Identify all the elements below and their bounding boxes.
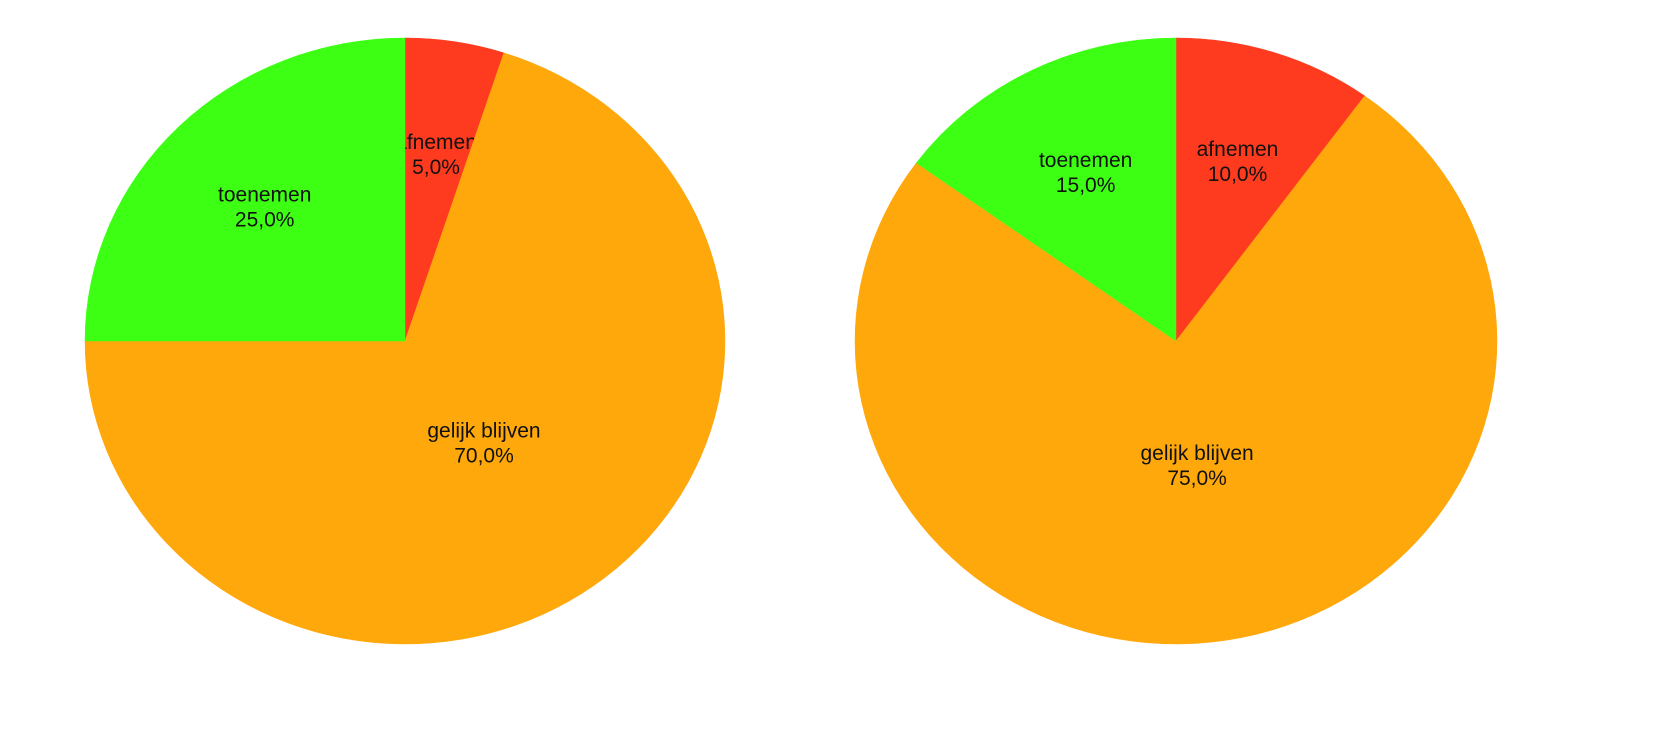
slice-value-label: 25,0% (235, 209, 295, 232)
slice-value-label: 75,0% (1167, 467, 1227, 490)
pie-slice (854, 95, 1498, 645)
slice-label: toenemen (218, 184, 311, 207)
pie-slice (84, 37, 406, 342)
pie-slice (84, 52, 726, 645)
pie-slice (1175, 37, 1366, 342)
slice-label: gelijk blijven (1140, 442, 1253, 465)
slice-label: afnemen (395, 131, 477, 154)
slice-value-label: 10,0% (1208, 163, 1268, 186)
slice-value-label: 5,0% (412, 156, 460, 179)
slice-label: afnemen (1197, 138, 1279, 161)
slice-label: toenemen (1039, 149, 1132, 172)
slice-value-label: 15,0% (1056, 174, 1116, 197)
pie-slice (915, 37, 1177, 342)
slice-label: gelijk blijven (427, 420, 540, 443)
slice-value-label: 70,0% (454, 445, 514, 468)
